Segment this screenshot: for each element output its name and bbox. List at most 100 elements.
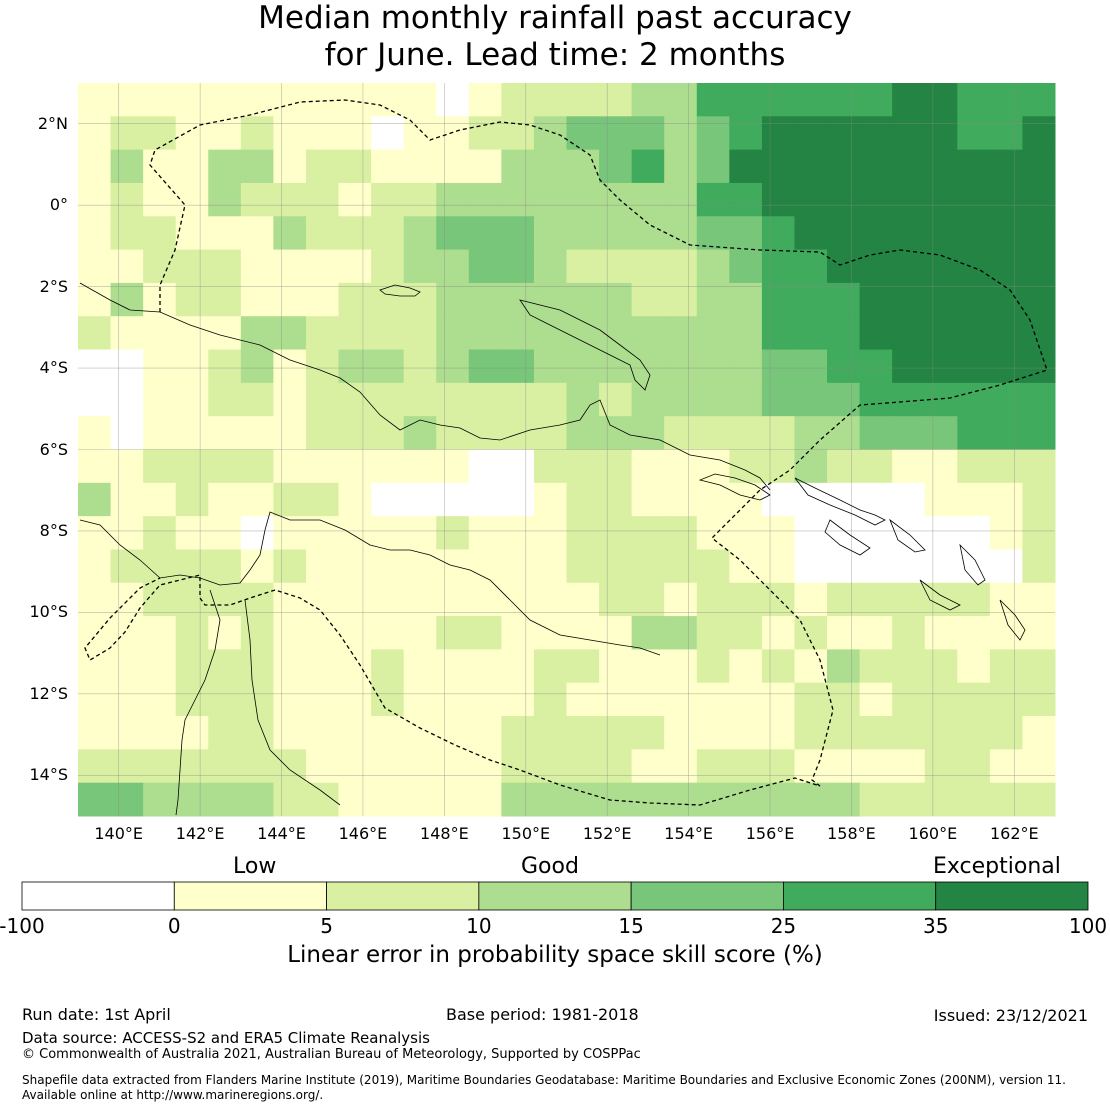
skill-cell bbox=[664, 582, 698, 617]
skill-cell bbox=[403, 116, 437, 151]
skill-cell bbox=[631, 582, 665, 617]
skill-cell bbox=[1022, 116, 1056, 151]
skill-cell bbox=[78, 682, 112, 717]
skill-cell bbox=[501, 349, 535, 384]
skill-cell bbox=[664, 249, 698, 284]
skill-cell bbox=[859, 782, 893, 817]
skill-cell bbox=[403, 382, 437, 417]
skill-cell bbox=[794, 616, 828, 650]
skill-cell bbox=[827, 749, 861, 784]
skill-cell bbox=[827, 582, 861, 617]
skill-cell bbox=[533, 582, 567, 617]
skill-cell bbox=[631, 83, 665, 117]
skill-cell bbox=[989, 616, 1023, 650]
skill-cell bbox=[827, 83, 861, 117]
skill-cell bbox=[175, 316, 209, 351]
skill-cell bbox=[957, 216, 991, 251]
skill-cell bbox=[338, 616, 372, 650]
skill-cell bbox=[957, 549, 991, 584]
skill-cell bbox=[566, 449, 600, 484]
skill-cell bbox=[794, 182, 828, 217]
skill-cell bbox=[957, 349, 991, 384]
skill-cell bbox=[696, 749, 730, 784]
skill-cell bbox=[305, 83, 340, 117]
skill-cell bbox=[403, 149, 437, 184]
skill-cell bbox=[371, 216, 405, 251]
skill-cell bbox=[175, 182, 209, 217]
skill-cell bbox=[729, 382, 763, 417]
skill-cell bbox=[305, 716, 340, 750]
skill-cell bbox=[827, 616, 861, 650]
skill-cell bbox=[631, 116, 665, 151]
longitude-tick-label: 146°E bbox=[338, 824, 388, 843]
latitude-tick-label: 6°S bbox=[39, 439, 68, 459]
skill-cell bbox=[599, 749, 633, 784]
skill-cell bbox=[696, 449, 730, 484]
skill-cell bbox=[1022, 282, 1056, 317]
skill-cell bbox=[143, 616, 177, 650]
skill-cell bbox=[957, 416, 991, 450]
skill-cell bbox=[696, 649, 730, 684]
skill-cell bbox=[566, 616, 600, 650]
skill-cell bbox=[599, 449, 633, 484]
skill-cell bbox=[827, 349, 861, 384]
skill-cell bbox=[566, 416, 600, 450]
skill-cell bbox=[1022, 449, 1056, 484]
skill-cell bbox=[403, 549, 437, 584]
skill-cell bbox=[175, 382, 209, 417]
skill-cell bbox=[989, 316, 1023, 351]
skill-cell bbox=[208, 482, 242, 517]
skill-cell bbox=[143, 349, 177, 384]
skill-cell bbox=[892, 482, 926, 517]
skill-cell bbox=[533, 449, 567, 484]
skill-cell bbox=[892, 716, 926, 750]
skill-cell bbox=[371, 349, 405, 384]
skill-cell bbox=[143, 249, 177, 284]
skill-cell bbox=[305, 182, 340, 217]
skill-cell bbox=[957, 516, 991, 550]
skill-cell bbox=[501, 782, 535, 817]
skill-cell bbox=[273, 116, 307, 151]
skill-cell bbox=[175, 416, 209, 450]
skill-cell bbox=[468, 216, 502, 251]
colorbar-segment bbox=[783, 881, 937, 911]
skill-cell bbox=[827, 316, 861, 351]
skill-cell bbox=[924, 316, 958, 351]
skill-cell bbox=[827, 482, 861, 517]
skill-cell bbox=[305, 682, 340, 717]
skill-cell bbox=[892, 116, 926, 151]
skill-cell bbox=[208, 549, 242, 584]
skill-cell bbox=[859, 282, 893, 317]
skill-cell bbox=[599, 349, 633, 384]
skill-cell bbox=[859, 182, 893, 217]
skill-cell bbox=[989, 582, 1023, 617]
skill-cell bbox=[794, 416, 828, 450]
skill-cell bbox=[273, 616, 307, 650]
skill-cell bbox=[240, 316, 274, 351]
skill-cell bbox=[305, 582, 340, 617]
skill-cell bbox=[533, 549, 567, 584]
skill-cell bbox=[468, 682, 502, 717]
skill-cell bbox=[1022, 416, 1056, 450]
skill-cell bbox=[924, 649, 958, 684]
skill-cell bbox=[761, 649, 795, 684]
skill-cell bbox=[696, 549, 730, 584]
skill-cell bbox=[599, 416, 633, 450]
skill-cell bbox=[827, 116, 861, 151]
skill-cell bbox=[664, 449, 698, 484]
skill-cell bbox=[305, 549, 340, 584]
skill-cell bbox=[110, 716, 144, 750]
skill-cell bbox=[1022, 716, 1056, 750]
skill-cell bbox=[599, 782, 633, 817]
skill-cell bbox=[989, 83, 1023, 117]
skill-cell bbox=[78, 416, 112, 450]
skill-cell bbox=[240, 716, 274, 750]
skill-cell bbox=[827, 182, 861, 217]
skill-cell bbox=[110, 782, 144, 817]
skill-cell bbox=[468, 349, 502, 384]
skill-cell bbox=[761, 83, 795, 117]
skill-cell bbox=[371, 116, 405, 151]
longitude-tick-label: 150°E bbox=[501, 824, 551, 843]
skill-cell bbox=[1022, 649, 1056, 684]
skill-cell bbox=[501, 516, 535, 550]
